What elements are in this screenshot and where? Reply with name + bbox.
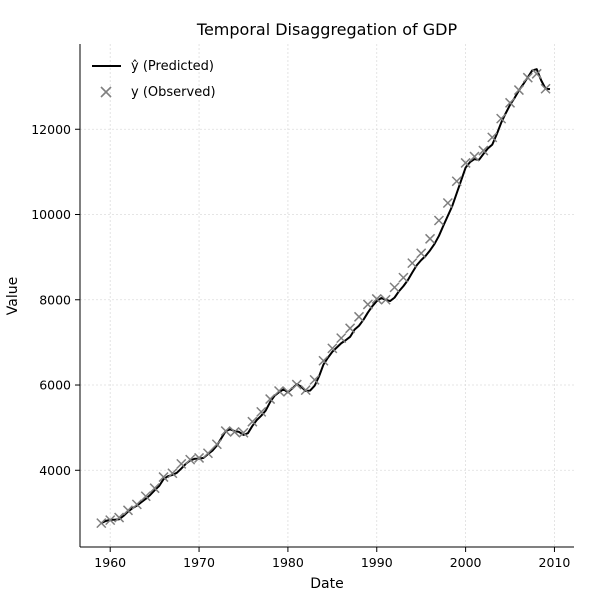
observed-point — [220, 426, 231, 437]
observed-point — [265, 394, 276, 405]
observed-point — [416, 248, 427, 259]
observed-point — [247, 416, 258, 427]
observed-point — [211, 439, 222, 450]
observed-point — [194, 452, 205, 463]
observed-point — [149, 483, 160, 494]
observed-point — [131, 499, 142, 510]
y-tick-label: 12000 — [31, 122, 71, 137]
observed-point — [229, 426, 240, 437]
tick-marks: 1960 1970 1980 1990 2000 2010 4000 6000 8000 1000… — [31, 122, 570, 570]
observed-point — [380, 294, 391, 305]
observed-point — [300, 385, 311, 396]
axes — [79, 44, 574, 548]
observed-point — [513, 85, 524, 96]
observed-point — [176, 458, 187, 469]
observed-point — [336, 333, 347, 344]
observed-point — [433, 215, 444, 226]
x-tick-label: 2010 — [539, 555, 571, 570]
observed-point — [460, 157, 471, 168]
x-axis-label: Date — [310, 576, 343, 592]
observed-point — [202, 448, 213, 459]
observed-point — [398, 272, 409, 283]
observed-point — [522, 72, 533, 83]
observed-point — [114, 512, 125, 523]
observed-point — [371, 293, 382, 304]
observed-point — [504, 97, 516, 108]
observed-point — [487, 132, 498, 143]
observed-point — [407, 258, 418, 269]
observed-point — [345, 323, 356, 334]
observed-point — [496, 113, 507, 124]
observed-point — [291, 379, 302, 390]
observed-point — [442, 197, 453, 209]
legend-observed-label: y (Observed) — [131, 85, 216, 100]
observed-point — [140, 491, 151, 502]
y-tick-label: 4000 — [39, 463, 71, 478]
y-tick-label: 10000 — [31, 207, 71, 222]
x-tick-label: 1990 — [361, 555, 393, 570]
y-axis-label: Value — [5, 277, 21, 315]
observed-point — [105, 515, 116, 526]
observed-point — [425, 233, 436, 244]
legend: ŷ (Predicted) y (Observed) — [92, 59, 216, 100]
y-tick-label: 6000 — [39, 378, 71, 393]
observed-point — [158, 472, 169, 483]
observed-point — [353, 311, 365, 322]
predicted-series-line — [100, 68, 551, 525]
observed-point — [469, 151, 480, 162]
observed-point — [309, 374, 320, 385]
observed-point — [282, 386, 293, 397]
observed-point — [238, 427, 249, 438]
x-tick-label: 1980 — [272, 555, 304, 570]
plot-area — [96, 68, 551, 529]
observed-point — [185, 454, 196, 465]
observed-point — [451, 176, 462, 187]
observed-point — [273, 385, 285, 397]
observed-point — [327, 343, 338, 354]
observed-point — [256, 406, 267, 417]
observed-point — [362, 299, 373, 310]
legend-predicted-label: ŷ (Predicted) — [131, 59, 214, 74]
legend-observed-marker — [100, 86, 112, 98]
observed-point — [389, 282, 400, 293]
observed-point — [478, 145, 489, 156]
observed-point — [531, 68, 542, 79]
observed-point — [122, 505, 134, 516]
y-tick-label: 8000 — [39, 292, 71, 307]
x-tick-label: 1960 — [94, 555, 126, 570]
chart-title: Temporal Disaggregation of GDP — [196, 20, 458, 39]
x-tick-label: 2000 — [450, 555, 482, 570]
x-tick-label: 1970 — [183, 555, 215, 570]
observed-point — [540, 83, 551, 94]
observed-point — [96, 518, 107, 529]
observed-point — [167, 468, 178, 479]
observed-point — [318, 355, 329, 366]
